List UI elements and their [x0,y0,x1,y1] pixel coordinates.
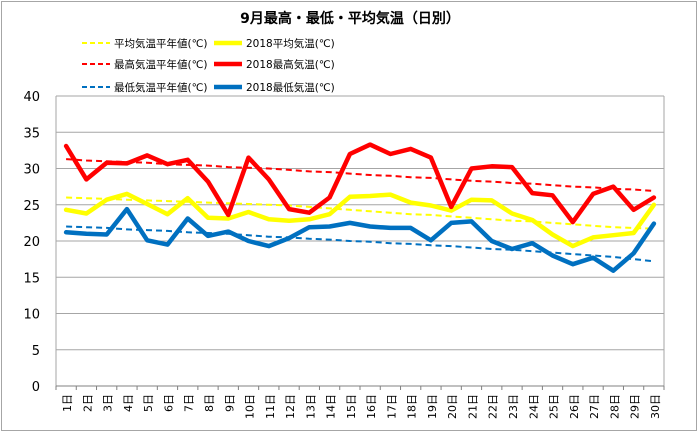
x-tick-label: 7日 [183,394,196,412]
x-tick-label: 29日 [629,394,642,419]
series-line-3 [63,142,657,225]
chart-title: 9月最高・最低・平均気温（日別） [240,10,460,27]
x-tick-label: 6日 [162,394,175,412]
y-tick-label: 40 [23,90,40,105]
y-tick-label: 5 [32,344,40,359]
legend-label: 2018最低気温(℃) [246,81,335,94]
x-tick-label: 19日 [426,394,439,419]
series-line-2 [66,158,654,192]
legend-label: 平均気温平年値(℃) [114,37,208,50]
x-tick-label: 4日 [122,394,135,412]
legend-label: 2018最高気温(℃) [246,58,335,71]
x-tick-label: 10日 [244,394,257,419]
x-tick-label: 14日 [325,394,338,419]
x-tick-label: 17日 [385,394,398,419]
series-line-1 [63,191,657,249]
y-tick-label: 20 [23,235,40,250]
x-tick-label: 15日 [345,394,358,419]
x-tick-label: 8日 [203,394,216,412]
x-tick-label: 25日 [548,394,561,419]
x-tick-label: 16日 [365,394,378,419]
legend-label: 2018平均気温(℃) [246,37,335,50]
x-tick-label: 21日 [466,394,479,419]
series-line-4 [66,225,655,263]
series-line-5 [63,206,657,273]
series-line-0 [66,196,654,230]
y-tick-label: 10 [23,308,40,323]
x-tick-label: 11日 [264,394,277,419]
y-tick-label: 25 [23,199,40,214]
x-axis: 1日 2日 3日 4日 5日 6日 7日 8日 9日 10日 11日 12日 13日 14日 15日 16日 1… [55,386,665,419]
x-tick-label: 28日 [608,394,621,419]
x-tick-label: 23日 [507,394,520,419]
x-tick-label: 18日 [406,394,419,419]
x-tick-label: 5日 [142,394,155,412]
x-tick-label: 9日 [223,394,236,412]
x-tick-label: 30日 [649,394,662,419]
x-tick-label: 26日 [568,394,581,419]
plot-area [63,142,657,273]
legend-label: 最高気温平年値(℃) [114,58,208,71]
legend-label: 最低気温平年値(℃) [114,81,208,94]
y-tick-label: 30 [23,163,40,178]
y-tick-label: 35 [23,126,40,141]
x-tick-label: 1日 [61,394,74,412]
x-tick-label: 24日 [527,394,540,419]
x-tick-label: 20日 [446,394,459,419]
y-axis: 0 5 10 15 20 25 30 35 40 [23,90,40,395]
y-tick-label: 0 [32,380,40,395]
chart-legend: 平均気温平年値(℃) 2018平均気温(℃) 最高気温平年値(℃) 2018最高気温(… [82,37,335,94]
x-tick-label: 12日 [284,394,297,419]
x-tick-label: 3日 [102,394,115,412]
y-tick-label: 15 [23,271,40,286]
x-tick-label: 13日 [304,394,317,419]
x-tick-label: 2日 [81,394,94,412]
x-tick-label: 22日 [487,394,500,419]
x-tick-label: 27日 [588,394,601,419]
